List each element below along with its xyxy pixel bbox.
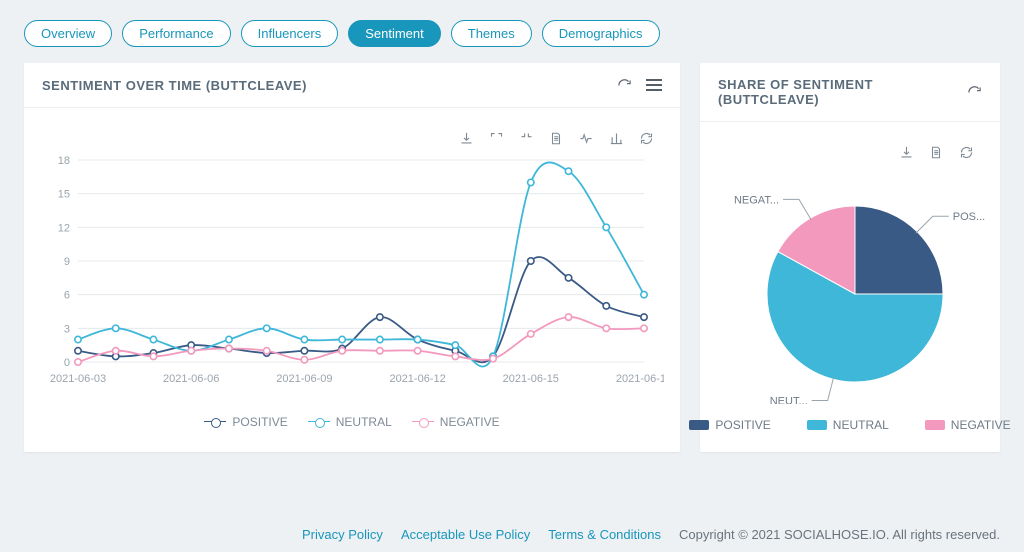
legend-item-positive[interactable]: POSITIVE [689,418,770,432]
legend-item-negative[interactable]: NEGATIVE [925,418,1011,432]
svg-text:NEGAT...: NEGAT... [734,194,779,206]
refresh-icon[interactable] [966,84,982,100]
svg-text:15: 15 [58,189,70,201]
svg-text:POS...: POS... [953,211,985,223]
legend-item-neutral[interactable]: NEUTRAL [308,415,392,429]
panel-header: SENTIMENT OVER TIME (BUTTCLEAVE) [24,63,680,108]
legend-item-negative[interactable]: NEGATIVE [412,415,500,429]
footer: Privacy Policy Acceptable Use Policy Terms… [24,527,1000,542]
document-icon[interactable] [928,144,944,160]
fullscreen-enter-icon[interactable] [488,130,504,146]
sentiment-over-time-panel: SENTIMENT OVER TIME (BUTTCLEAVE) 0 3 6 9 12 1… [24,63,680,452]
panel-title: SHARE OF SENTIMENT (BUTTCLEAVE) [718,77,966,107]
refresh-icon[interactable] [638,130,654,146]
bar-chart-icon[interactable] [608,130,624,146]
line-chart: 0 3 6 9 12 15 18 2021-06-03 2021-06-06 2021-06-09… [24,150,680,401]
download-icon[interactable] [458,130,474,146]
footer-link-privacy-policy[interactable]: Privacy Policy [302,527,383,542]
svg-text:18: 18 [58,155,70,167]
panel-header-actions [616,77,662,93]
panel-title: SENTIMENT OVER TIME (BUTTCLEAVE) [42,78,307,93]
line-chart-legend: POSITIVE NEUTRAL NEGATIVE [24,401,680,451]
svg-text:12: 12 [58,222,70,234]
menu-icon[interactable] [646,77,662,93]
chart-toolbar [700,122,1000,164]
copyright-text: Copyright © 2021 SOCIALHOSE.IO. All righ… [679,527,1000,542]
fullscreen-exit-icon[interactable] [518,130,534,146]
svg-text:2021-06-09: 2021-06-09 [276,373,332,385]
chart-toolbar [24,108,680,150]
svg-text:2021-06-06: 2021-06-06 [163,373,219,385]
footer-link-acceptable-use-policy[interactable]: Acceptable Use Policy [401,527,530,542]
legend-item-positive[interactable]: POSITIVE [204,415,287,429]
tab-influencers[interactable]: Influencers [241,20,339,47]
svg-text:3: 3 [64,323,70,335]
tab-overview[interactable]: Overview [24,20,112,47]
tab-bar: Overview Performance Influencers Sentiment T… [0,0,1024,57]
footer-link-terms-conditions[interactable]: Terms & Conditions [548,527,661,542]
svg-text:2021-06-03: 2021-06-03 [50,373,106,385]
refresh-icon[interactable] [616,77,632,93]
panel-header: SHARE OF SENTIMENT (BUTTCLEAVE) [700,63,1000,122]
download-icon[interactable] [898,144,914,160]
svg-text:9: 9 [64,256,70,268]
tab-themes[interactable]: Themes [451,20,532,47]
svg-text:2021-06-15: 2021-06-15 [503,373,559,385]
svg-text:NEUT...: NEUT... [770,396,808,404]
tab-demographics[interactable]: Demographics [542,20,660,47]
legend-item-neutral[interactable]: NEUTRAL [807,418,889,432]
refresh-icon[interactable] [958,144,974,160]
pulse-icon[interactable] [578,130,594,146]
tab-sentiment[interactable]: Sentiment [348,20,441,47]
panels-row: SENTIMENT OVER TIME (BUTTCLEAVE) 0 3 6 9 12 1… [0,57,1024,452]
svg-text:6: 6 [64,290,70,302]
svg-text:2021-06-12: 2021-06-12 [389,373,445,385]
share-of-sentiment-panel: SHARE OF SENTIMENT (BUTTCLEAVE) POS... NE… [700,63,1000,452]
tab-performance[interactable]: Performance [122,20,230,47]
svg-text:0: 0 [64,357,70,369]
pie-chart: POS... NEUT... NEGAT... [700,164,1000,408]
svg-text:2021-06-18: 2021-06-18 [616,373,664,385]
pie-chart-legend: POSITIVENEUTRALNEGATIVE [700,408,1000,452]
document-icon[interactable] [548,130,564,146]
panel-header-actions [966,84,982,100]
